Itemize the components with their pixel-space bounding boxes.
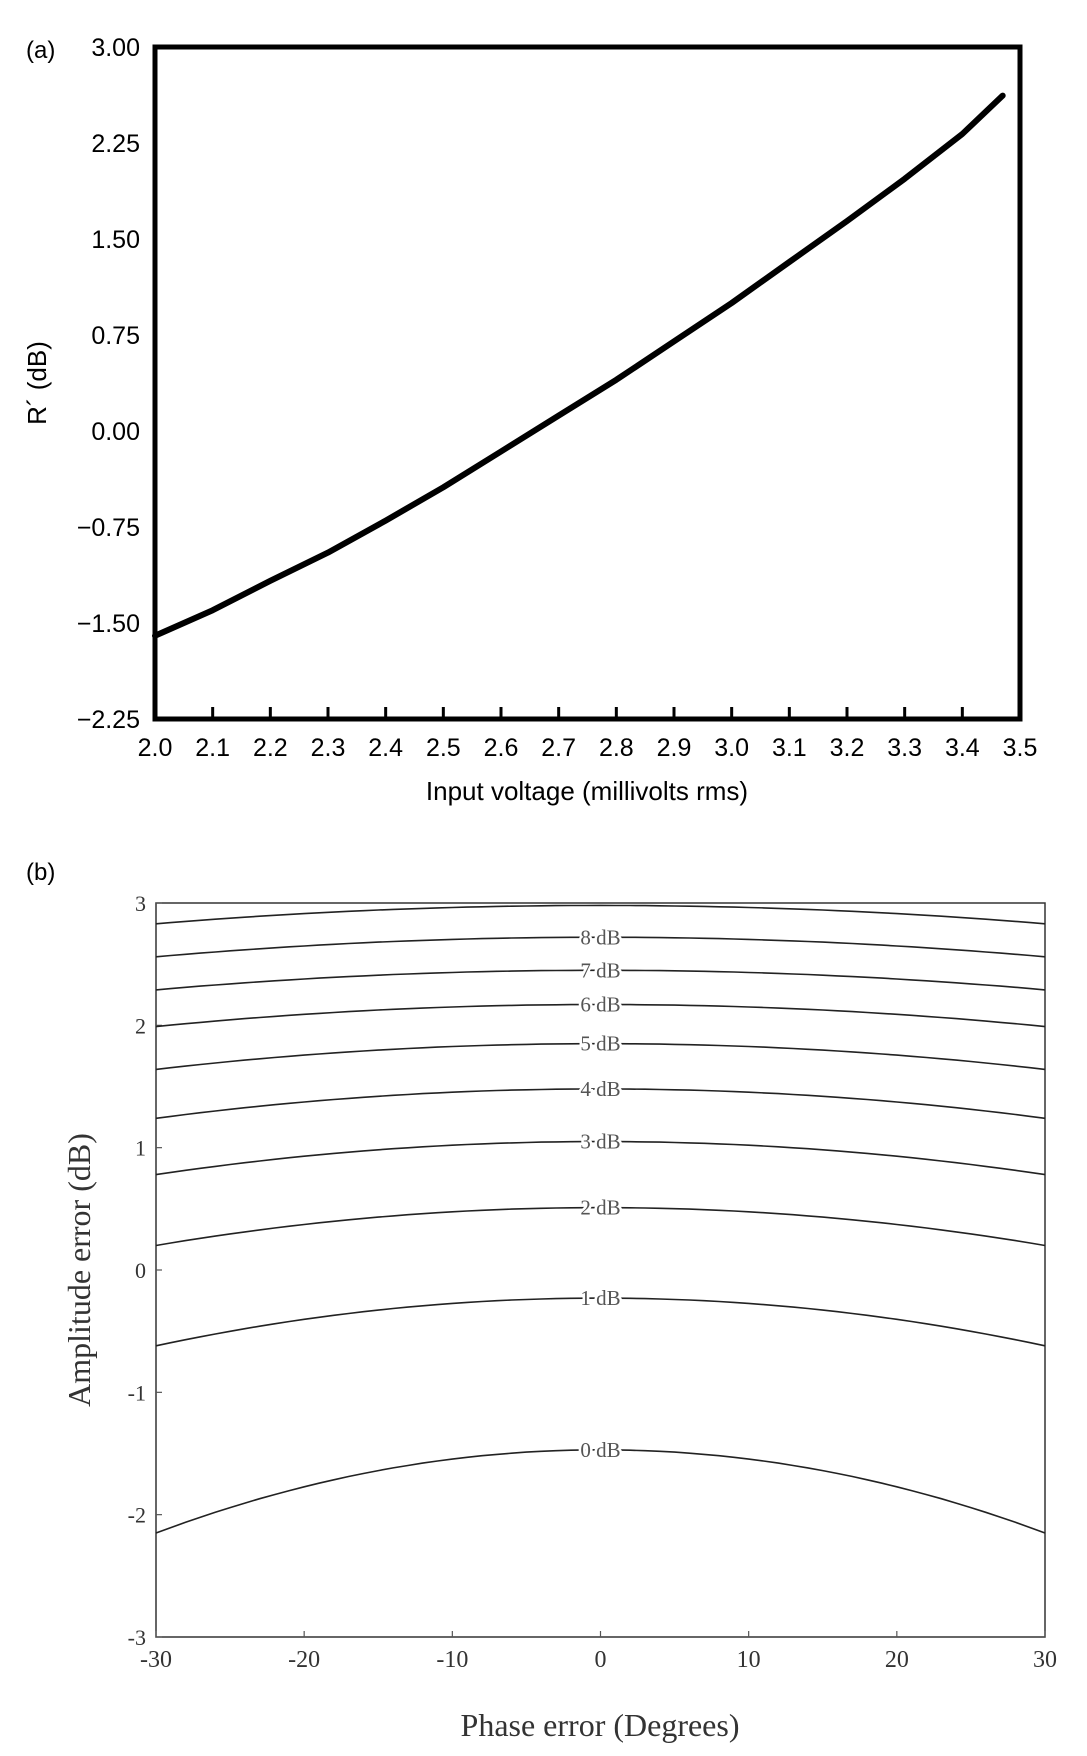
- x-tick-label-b: 20: [885, 1647, 909, 1673]
- x-tick-label-a: 3.2: [830, 734, 865, 762]
- contour-label: 7 dB: [580, 958, 620, 982]
- y-tick-label-b: -2: [128, 1503, 146, 1528]
- contour-label: 6 dB: [580, 993, 620, 1017]
- y-tick-label-a: −0.75: [77, 514, 140, 542]
- x-tick-label-b: -30: [140, 1647, 172, 1673]
- x-tick-label-b: 0: [595, 1647, 607, 1673]
- y-tick-label-a: 1.50: [91, 226, 140, 254]
- x-tick-label-a: 3.4: [945, 734, 980, 762]
- x-tick-label-b: -20: [288, 1647, 320, 1673]
- contour-line: [155, 1297, 1046, 1347]
- contour-line: [155, 1448, 1046, 1534]
- contour-label: 8 dB: [580, 925, 620, 949]
- x-ticks-b: -30 -20 -10 0 10 20 30: [140, 1631, 1057, 1673]
- y-tick-label-b: -3: [128, 1625, 146, 1650]
- contour-line: [155, 1042, 1046, 1071]
- panel-label-b: (b): [26, 859, 55, 886]
- contour-label: 2 dB: [580, 1196, 620, 1220]
- y-tick-label-b: 1: [135, 1136, 146, 1161]
- contour-label: 3 dB: [580, 1130, 620, 1154]
- x-tick-label-b: 10: [737, 1647, 761, 1673]
- contour-line: [155, 904, 1046, 925]
- contour-line: [155, 969, 1046, 991]
- y-axis-label-a: R´ (dB): [22, 341, 52, 425]
- plot-frame-a: [152, 44, 1023, 722]
- contour-label: 5 dB: [580, 1032, 620, 1056]
- x-tick-label-b: 30: [1033, 1647, 1057, 1673]
- x-tick-label-b: -10: [436, 1647, 468, 1673]
- contour-line: [155, 936, 1046, 958]
- y-tick-label-a: 2.25: [91, 130, 140, 158]
- x-tick-label-a: 2.3: [311, 734, 346, 762]
- x-tick-label-a: 2.5: [426, 734, 461, 762]
- contour-label: 4 dB: [580, 1077, 620, 1101]
- y-tick-label-b: -1: [128, 1380, 146, 1405]
- contour-line: [155, 1140, 1046, 1176]
- y-tick-label-a: 0.75: [91, 322, 140, 350]
- y-tick-label-a: 3.00: [91, 34, 140, 62]
- x-tick-label-a: 2.2: [253, 734, 288, 762]
- y-tick-label-b: 3: [135, 891, 146, 916]
- chart-a: (a) 2.0 2.1 2.2 2.3 2.4 2.5 2.6 2.7 2.8 2.9 3.0 3.1…: [22, 34, 1037, 806]
- x-tick-label-a: 3.5: [1003, 734, 1038, 762]
- x-tick-label-a: 2.1: [195, 734, 230, 762]
- x-tick-label-a: 3.0: [714, 734, 749, 762]
- y-tick-label-a: 0.00: [91, 418, 140, 446]
- contour-label: 0 dB: [580, 1438, 620, 1462]
- contour-label: 1 dB: [580, 1286, 620, 1310]
- y-axis-label-b: Amplitude error (dB): [61, 1133, 97, 1407]
- panel-label-a: (a): [26, 37, 55, 64]
- x-tick-label-a: 2.9: [657, 734, 692, 762]
- contour-line: [155, 1088, 1046, 1120]
- x-axis-label-b: Phase error (Degrees): [461, 1707, 740, 1743]
- y-ticks-a: 3.00 2.25 1.50 0.75 0.00 −0.75 −1.50 −2.25: [77, 34, 140, 734]
- x-tick-label-a: 3.3: [887, 734, 922, 762]
- y-tick-label-b: 2: [135, 1013, 146, 1038]
- x-tick-label-a: 2.6: [484, 734, 519, 762]
- x-axis-label-a: Input voltage (millivolts rms): [426, 776, 748, 806]
- series-line-a: [152, 92, 1006, 639]
- contour-line: [155, 1003, 1046, 1028]
- x-tick-label-a: 3.1: [772, 734, 807, 762]
- contour-line: [155, 1206, 1046, 1247]
- x-tick-label-a: 2.8: [599, 734, 634, 762]
- x-tick-label-a: 2.4: [368, 734, 403, 762]
- y-ticks-b: 3 2 1 0 -1 -2 -3: [128, 891, 162, 1650]
- x-tick-label-a: 2.0: [138, 734, 173, 762]
- y-tick-label-b: 0: [135, 1258, 146, 1283]
- x-tick-label-a: 2.7: [541, 734, 576, 762]
- y-tick-label-a: −2.25: [77, 706, 140, 734]
- x-ticks-a: 2.0 2.1 2.2 2.3 2.4 2.5 2.6 2.7 2.8 2.9 3.0 3.1 3.2 3…: [138, 707, 1038, 762]
- contour-lines-b: 0 dB 1 dB 2 dB 3 dB 4 dB 5 dB 6 dB 7 dB 8 dB: [155, 904, 1046, 1534]
- y-tick-label-a: −1.50: [77, 610, 140, 638]
